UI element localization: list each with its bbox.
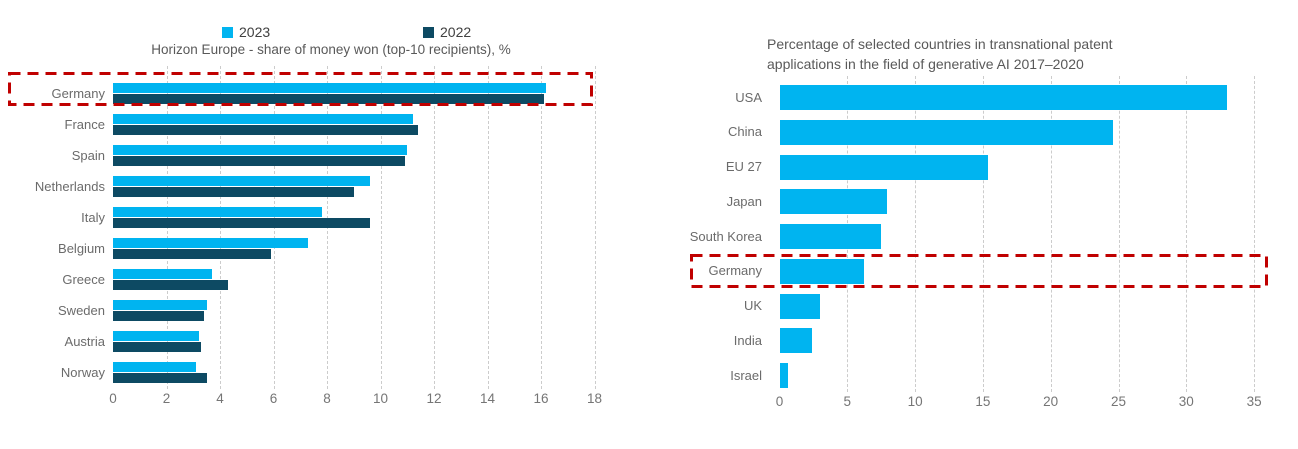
norway-2022-bar: [113, 373, 207, 383]
gridline-12: [434, 66, 435, 389]
x-axis-tick-label-0: 0: [109, 391, 117, 406]
x-axis-tick-label-16: 16: [533, 391, 549, 406]
x-axis-tick-label-5: 5: [843, 394, 852, 409]
gridline-20: [1050, 76, 1052, 392]
gridline-15: [982, 76, 984, 392]
gridline-35: [1254, 76, 1256, 392]
japan-share-bar: [779, 189, 887, 215]
chart-title: Percentage of selected countries in tran…: [767, 34, 1113, 74]
x-axis-tick-label-6: 6: [269, 391, 278, 406]
greece-2023-bar: [113, 269, 212, 279]
x-axis-tick-label-18: 18: [586, 391, 603, 406]
gridline-30: [1186, 76, 1188, 392]
category-label-netherlands: Netherlands: [34, 178, 105, 194]
category-label-india: India: [733, 332, 762, 348]
germany-2023-bar: [113, 83, 547, 93]
category-label-france: France: [64, 116, 105, 132]
spain-2022-bar: [113, 156, 405, 166]
france-2023-bar: [113, 114, 413, 124]
x-axis-tick-label-10: 10: [907, 394, 923, 409]
chart-title-line-1: Percentage of selected countries in tran…: [767, 36, 1113, 52]
italy-2023-bar: [113, 207, 322, 217]
austria-2022-bar: [113, 342, 202, 352]
x-axis-tick-label-14: 14: [479, 391, 496, 406]
germany-highlight-box: [8, 72, 593, 106]
italy-2022-bar: [113, 218, 370, 228]
legend-swatch-2022: [423, 27, 434, 38]
x-axis-tick-label-25: 25: [1110, 394, 1127, 409]
spain-2023-bar: [113, 145, 408, 155]
france-2022-bar: [113, 125, 418, 135]
x-axis-tick-label-2: 2: [162, 391, 171, 406]
austria-2023-bar: [113, 331, 199, 341]
gridline-25: [1118, 76, 1120, 392]
category-label-eu-27: EU 27: [725, 159, 762, 174]
x-axis-tick-label-12: 12: [426, 391, 442, 406]
x-axis-tick-label-20: 20: [1043, 394, 1059, 409]
norway-2023-bar: [113, 362, 196, 372]
germany-highlight-box: [690, 254, 1268, 288]
sweden-2022-bar: [113, 311, 204, 321]
x-axis-tick-label-10: 10: [372, 391, 389, 406]
gridline-16: [541, 66, 542, 389]
greece-2022-bar: [113, 280, 229, 290]
category-label-south-korea: South Korea: [689, 228, 762, 244]
germany-2022-bar: [113, 94, 544, 104]
category-label-israel: Israel: [730, 367, 762, 383]
gridline-10: [380, 66, 382, 389]
gridline-10: [915, 76, 917, 392]
x-axis-tick-label-4: 4: [216, 391, 224, 406]
legend-label-2022: 2022: [440, 24, 472, 40]
category-label-sweden: Sweden: [58, 302, 105, 318]
usa-share-bar: [779, 85, 1227, 110]
x-axis-tick-label-8: 8: [323, 391, 331, 406]
x-axis-tick-label-35: 35: [1246, 394, 1262, 409]
belgium-2022-bar: [113, 249, 271, 259]
legend-item-2022: 2022: [423, 24, 471, 40]
category-label-japan: Japan: [726, 193, 762, 209]
uk-share-bar: [779, 293, 821, 319]
india-share-bar: [779, 328, 813, 354]
legend-swatch-2023: [222, 27, 233, 38]
sweden-2023-bar: [113, 300, 207, 310]
x-axis-tick-label-30: 30: [1178, 394, 1194, 409]
south-korea-share-bar: [779, 224, 882, 249]
eu-27-share-bar: [779, 154, 989, 180]
china-share-bar: [779, 119, 1114, 145]
chart-title: Horizon Europe - share of money won (top…: [151, 42, 511, 57]
category-label-germany: Germany: [708, 263, 762, 279]
israel-share-bar: [779, 363, 788, 388]
x-axis-tick-label-15: 15: [975, 394, 991, 409]
category-label-norway: Norway: [60, 364, 105, 380]
category-label-germany: Germany: [51, 85, 105, 101]
gridline-14: [487, 66, 489, 389]
category-label-china: China: [728, 124, 762, 140]
category-label-italy: Italy: [81, 209, 105, 225]
germany-share-bar: [779, 258, 864, 284]
category-label-usa: USA: [735, 89, 762, 105]
legend-label-2023: 2023: [239, 24, 271, 40]
category-label-greece: Greece: [62, 271, 105, 287]
category-label-spain: Spain: [71, 147, 105, 163]
gridline-18: [594, 66, 596, 389]
netherlands-2022-bar: [113, 187, 354, 197]
category-label-uk: UK: [743, 298, 762, 313]
x-axis-tick-label-0: 0: [775, 394, 784, 409]
chart-title-line-2: applications in the field of generative …: [767, 56, 1084, 72]
legend-item-2023: 2023: [222, 24, 270, 40]
category-label-austria: Austria: [64, 333, 105, 349]
belgium-2023-bar: [113, 238, 309, 248]
netherlands-2023-bar: [113, 176, 370, 186]
category-label-belgium: Belgium: [58, 240, 105, 256]
